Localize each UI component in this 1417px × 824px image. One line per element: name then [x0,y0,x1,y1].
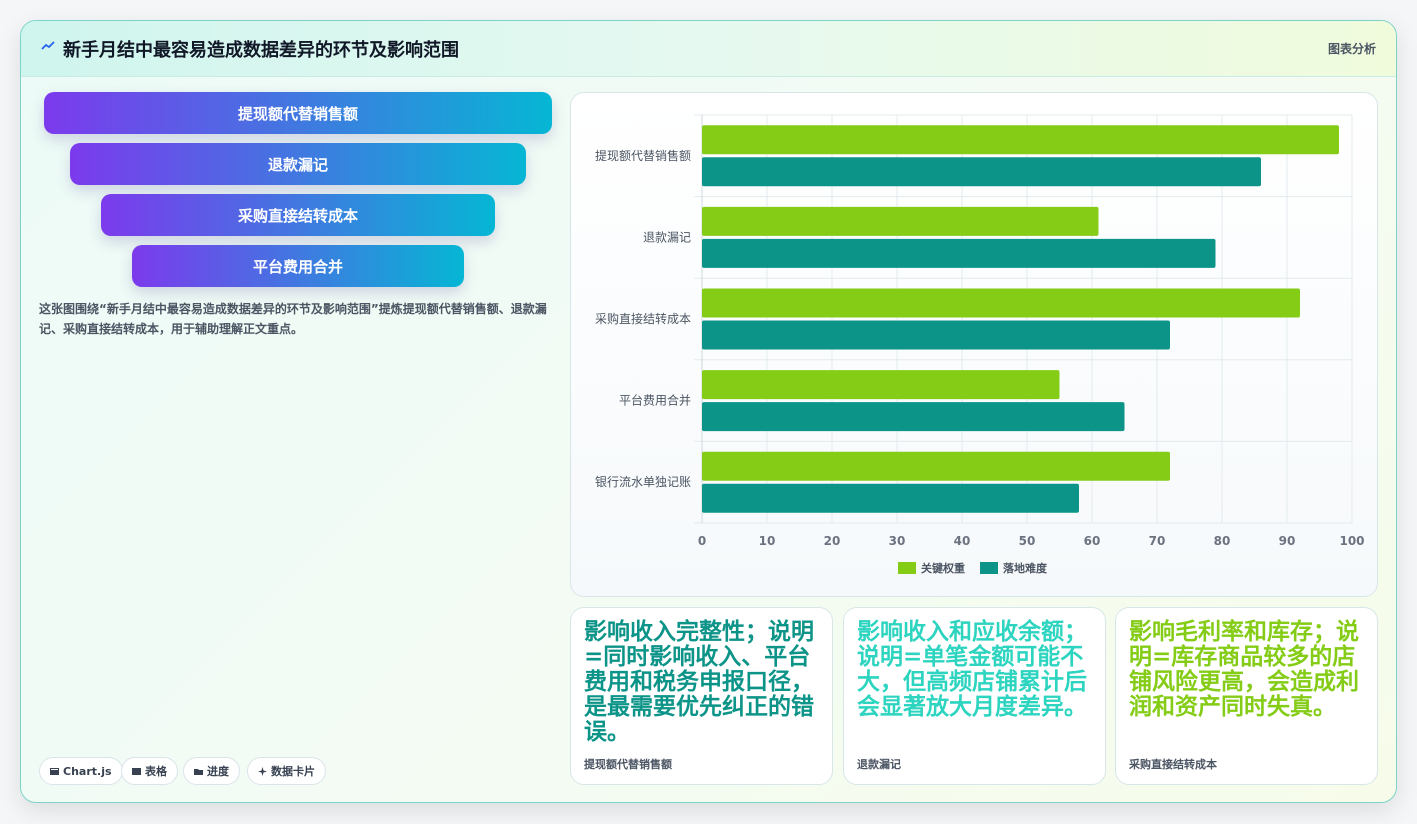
legend-label: 落地难度 [1003,561,1048,575]
sparkle-icon [258,766,267,776]
info-card-text: 影响毛利率和库存；说明=库存商品较多的店铺风险更高，会造成利润和资产同时失真。 [1129,619,1359,720]
info-card-label: 退款漏记 [857,758,901,771]
x-tick-label: 90 [1279,534,1296,548]
funnel-step-label: 退款漏记 [267,155,328,174]
pill-label: 数据卡片 [271,765,315,778]
funnel-step-4[interactable]: 平台费用合并 [132,245,464,287]
x-tick-label: 0 [698,534,706,548]
info-card-label: 提现额代替销售额 [584,758,672,771]
chart-description: 这张图围绕“新手月结中最容易造成数据差异的环节及影响范围”提炼提现额代替销售额、… [39,302,547,336]
pill-chartjs[interactable]: Chart.js [39,757,123,785]
info-card-text: 影响收入完整性；说明=同时影响收入、平台费用和税务申报口径，是最需要优先纠正的错… [584,619,814,745]
legend-label: 关键权重 [921,561,965,575]
x-tick-label: 40 [954,534,971,548]
x-tick-label: 100 [1339,534,1364,548]
funnel-step-1[interactable]: 提现额代替销售额 [44,92,552,134]
bar [702,238,1216,268]
chart-card: 0 10 20 30 40 50 60 70 80 90 100 提现额代替销售额退款漏记采购直接结转… [570,92,1378,597]
bar [702,206,1099,236]
table-icon [132,767,141,775]
x-tick-label: 10 [759,534,776,548]
y-tick-label: 银行流水单独记账 [595,475,691,489]
pill-label: 进度 [207,765,229,778]
x-tick-label: 80 [1214,534,1231,548]
bar [702,370,1060,400]
bar-chart: 0 10 20 30 40 50 60 70 80 90 100 提现额代替销售额退款漏记采购直接结转… [595,114,1365,575]
bar [702,320,1170,350]
x-tick-label: 50 [1019,534,1036,548]
x-tick-label: 60 [1084,534,1101,548]
x-tick-label: 30 [889,534,906,548]
bar [702,157,1261,187]
info-card-3[interactable]: 影响毛利率和库存；说明=库存商品较多的店铺风险更高，会造成利润和资产同时失真。 … [1115,607,1378,785]
y-tick-label: 平台费用合并 [619,393,691,408]
dashboard-frame: 新手月结中最容易造成数据差异的环节及影响范围 图表分析 提现额代替销售额 退款漏… [20,20,1397,803]
page-title: 新手月结中最容易造成数据差异的环节及影响范围 [63,40,459,61]
y-tick-label: 退款漏记 [643,230,691,244]
funnel-step-label: 提现额代替销售额 [237,104,358,123]
x-tick-label: 70 [1149,534,1166,548]
chart-icon [50,767,59,775]
bar [702,125,1339,155]
y-tick-label: 采购直接结转成本 [595,311,691,326]
pill-label: Chart.js [63,764,112,778]
legend-swatch [980,562,998,574]
bar [702,402,1125,432]
x-tick-label: 20 [824,534,841,548]
bar [702,288,1300,318]
legend-swatch [898,562,916,574]
pill-progress[interactable]: 进度 [183,757,240,785]
funnel-step-label: 平台费用合并 [252,257,343,276]
chart-analysis-tag[interactable]: 图表分析 [1327,42,1376,56]
pill-table[interactable]: 表格 [121,757,178,785]
trend-icon [41,41,55,50]
pill-label: 表格 [145,765,167,778]
header-bar: 新手月结中最容易造成数据差异的环节及影响范围 图表分析 [21,21,1396,77]
progress-icon [194,768,203,775]
y-tick-label: 提现额代替销售额 [595,148,691,163]
info-card-2[interactable]: 影响收入和应收余额；说明=单笔金额可能不大，但高频店铺累计后会显著放大月度差异。… [843,607,1106,785]
info-card-text: 影响收入和应收余额；说明=单笔金额可能不大，但高频店铺累计后会显著放大月度差异。 [857,619,1087,720]
pill-data-card[interactable]: 数据卡片 [247,757,326,785]
funnel-step-2[interactable]: 退款漏记 [70,143,526,185]
funnel-step-3[interactable]: 采购直接结转成本 [101,194,495,236]
info-card-1[interactable]: 影响收入完整性；说明=同时影响收入、平台费用和税务申报口径，是最需要优先纠正的错… [570,607,833,785]
funnel-step-label: 采购直接结转成本 [237,206,358,225]
bar [702,451,1170,481]
bar [702,483,1079,513]
info-card-label: 采购直接结转成本 [1129,758,1217,771]
